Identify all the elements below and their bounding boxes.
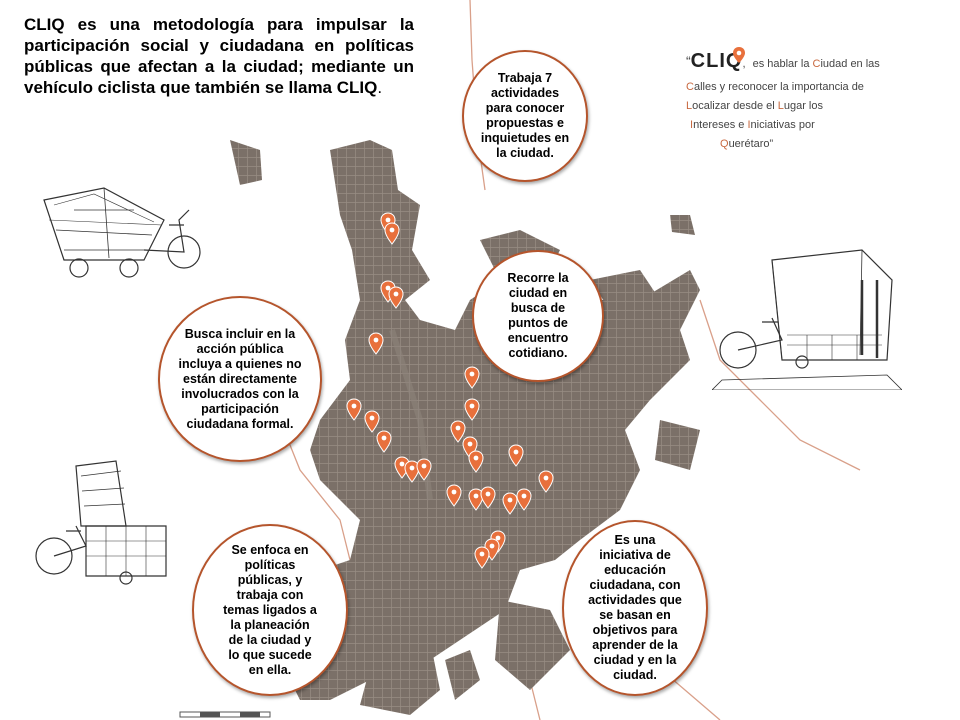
- map-pin-icon: [538, 470, 554, 493]
- map-pin-dot: [455, 425, 461, 431]
- bubble-recorre: Recorre la ciudad en busca de puntos de …: [472, 250, 604, 382]
- cliq-logo-text: “CLIQ, es hablar la Ciudad en las Calles…: [686, 47, 936, 154]
- map-pin-icon: [508, 444, 524, 467]
- scale-bar: [179, 711, 271, 718]
- map-pin-icon: [376, 430, 392, 453]
- map-pin-icon: [450, 420, 466, 443]
- cargo-bike-sketch-2: [35, 460, 167, 585]
- bubble-actividades: Trabaja 7 actividades para conocer propu…: [462, 50, 588, 182]
- map-pin-icon: [516, 488, 532, 511]
- map-pin-dot: [513, 449, 519, 455]
- map-pin-dot: [479, 551, 485, 557]
- map-pin-dot: [385, 285, 391, 291]
- map-pin-dot: [473, 455, 479, 461]
- logo-line-1: Calles y reconocer la importancia de: [686, 81, 864, 93]
- map-pin-dot: [469, 403, 475, 409]
- map-pin-dot: [469, 371, 475, 377]
- urban-area: [230, 140, 700, 715]
- intro-bold-text: CLIQ es una metodología para impulsar la…: [24, 15, 414, 97]
- map-pin-dot: [409, 465, 415, 471]
- map-pin-icon: [464, 366, 480, 389]
- bubble-educacion: Es una iniciativa de educación ciudadana…: [562, 520, 708, 696]
- bubble-politicas: Se enfoca en políticas públicas, y traba…: [192, 524, 348, 696]
- map-pin-dot: [393, 291, 399, 297]
- logo-line-0: es hablar la Ciudad en las: [752, 58, 880, 70]
- map-pin-icon: [384, 222, 400, 245]
- map-pin-dot: [485, 491, 491, 497]
- map-pin-dot: [421, 463, 427, 469]
- map-pin-icon: [733, 47, 745, 63]
- map-pin-dot: [521, 493, 527, 499]
- logo-line-2: Localizar desde el Lugar los: [686, 100, 823, 112]
- map-pin-dot: [489, 543, 495, 549]
- logo-line-4: Querétaro”: [720, 138, 774, 150]
- map-pin-dot: [369, 415, 375, 421]
- map-pin-icon: [502, 492, 518, 515]
- map-pin-dot: [451, 489, 457, 495]
- activity-pins: [346, 212, 554, 569]
- map-pin-icon: [446, 484, 462, 507]
- map-pin-icon: [480, 486, 496, 509]
- map-pin-dot: [467, 441, 473, 447]
- map-pin-icon: [388, 286, 404, 309]
- logo-open-quote: “: [686, 53, 691, 69]
- map-pin-dot: [351, 403, 357, 409]
- map-pin-icon: [368, 332, 384, 355]
- map-pin-dot: [495, 535, 501, 541]
- map-pin-icon: [468, 450, 484, 473]
- map-pin-dot: [373, 337, 379, 343]
- cargo-bike-sketch-1: [43, 187, 201, 278]
- logo-line-3: Intereses e Iniciativas por: [690, 119, 815, 131]
- intro-end: .: [377, 78, 383, 97]
- map-pin-icon: [464, 398, 480, 421]
- map-pin-dot: [399, 461, 405, 467]
- intro-paragraph: CLIQ es una metodología para impulsar la…: [24, 14, 414, 98]
- cargo-bike-sketch-3: [712, 249, 902, 390]
- bubble-busca-incluir: Busca incluir en la acción pública inclu…: [158, 296, 322, 462]
- logo-comma: ,: [742, 58, 746, 70]
- map-pin-icon: [346, 398, 362, 421]
- map-pin-dot: [507, 497, 513, 503]
- map-pin-dot: [389, 227, 395, 233]
- map-pin-icon: [364, 410, 380, 433]
- map-pin-dot: [385, 217, 391, 223]
- map-pin-icon: [416, 458, 432, 481]
- map-pin-dot: [381, 435, 387, 441]
- map-pin-dot: [543, 475, 549, 481]
- logo-word: CLIQ: [690, 50, 743, 72]
- map-pin-dot: [473, 493, 479, 499]
- map-pin-icon: [474, 546, 490, 569]
